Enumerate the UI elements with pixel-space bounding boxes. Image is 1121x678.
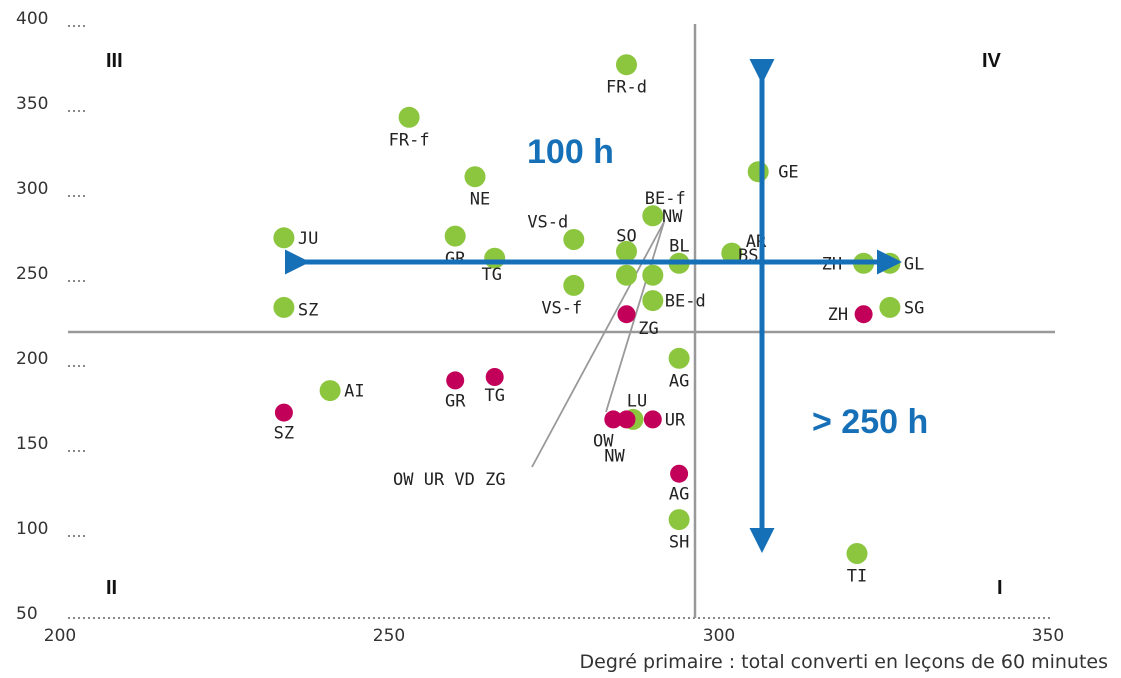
point-magenta-ur xyxy=(643,410,662,429)
point-label-be-f: BE-f xyxy=(645,189,686,209)
point-label-ge: GE xyxy=(778,163,798,183)
point-label-ne: NE xyxy=(470,190,490,210)
y-tick-label: 100 xyxy=(16,519,48,539)
point-label-nw-upper: NW xyxy=(662,207,683,227)
x-axis: 200 250 300 350 xyxy=(44,626,1064,646)
point-label-sh: SH xyxy=(669,533,689,553)
x-tick-label: 200 xyxy=(44,626,76,646)
point-label-sg: SG xyxy=(904,298,924,318)
point-label-ow: OW xyxy=(593,431,614,451)
point-green-ge xyxy=(747,161,769,183)
leader-line xyxy=(531,221,665,468)
point-label-ti: TI xyxy=(847,567,867,587)
quadrant-label-ii: II xyxy=(106,577,117,599)
y-tick-label: 300 xyxy=(16,179,48,199)
y-tick-label: 200 xyxy=(16,349,48,369)
y-axis: 400 350 300 250 200 150 100 50 xyxy=(16,9,88,624)
point-green-vs-d xyxy=(563,229,585,250)
point-green-sh xyxy=(668,509,690,531)
point-label-be-d: BE-d xyxy=(665,292,706,312)
point-label-ai: AI xyxy=(344,382,364,402)
point-green-vs-f xyxy=(563,274,585,296)
point-label-bl: BL xyxy=(669,236,689,256)
point-label-ag: AG xyxy=(669,485,689,505)
point-label-sz: SZ xyxy=(274,424,294,444)
point-label-fr-f: FR-f xyxy=(389,130,430,150)
point-label-so: SO xyxy=(616,226,636,246)
point-green-ti xyxy=(846,543,868,564)
point-label-nw: NW xyxy=(604,446,625,466)
callout-100h: 100 h xyxy=(527,133,614,171)
point-magenta-nw xyxy=(617,410,636,429)
point-label-ag: AG xyxy=(669,371,689,391)
x-tick-label: 250 xyxy=(373,626,405,646)
point-label-zh: ZH xyxy=(828,305,848,325)
point-magenta-sz xyxy=(274,403,293,422)
point-label-gr: GR xyxy=(445,391,466,411)
point-magenta-ow xyxy=(604,410,623,429)
point-green-sg xyxy=(879,296,901,318)
quadrant-label-iii: III xyxy=(106,50,123,72)
y-tick-label: 400 xyxy=(16,9,48,29)
point-label-tg: TG xyxy=(484,386,504,406)
point-green-fr-f xyxy=(398,106,420,128)
point-green-fr-d xyxy=(616,54,637,76)
y-tick-label: 50 xyxy=(16,604,38,624)
x-tick-label: 300 xyxy=(703,626,735,646)
point-label-vs-f: VS-f xyxy=(541,298,582,318)
point-green-be-d xyxy=(642,290,664,312)
point-green-unlabeled xyxy=(616,264,637,286)
x-tick-label: 350 xyxy=(1032,626,1064,646)
x-axis-title: Degré primaire : total converti en leçon… xyxy=(580,651,1108,673)
point-label-ju: JU xyxy=(298,229,318,249)
point-label-fr-d: FR-d xyxy=(606,78,647,98)
point-green-unlabeled xyxy=(642,264,664,286)
point-label-tg: TG xyxy=(481,265,501,285)
point-green-ne xyxy=(464,166,486,188)
point-label-gl: GL xyxy=(904,254,924,274)
y-tick-label: 150 xyxy=(16,434,48,454)
point-green-ai xyxy=(319,380,341,402)
points-layer xyxy=(273,54,901,564)
point-label-zg: ZG xyxy=(638,319,658,339)
point-magenta-gr xyxy=(446,371,465,390)
point-magenta-ag xyxy=(670,464,689,483)
cluster-label-ow-ur-vd-zg: OW UR VD ZG xyxy=(393,470,506,490)
point-magenta-zh xyxy=(854,305,873,324)
point-label-gr: GR xyxy=(445,249,466,269)
point-label-ur: UR xyxy=(665,410,686,430)
y-tick-label: 350 xyxy=(16,94,48,114)
point-green-be-f xyxy=(642,205,664,227)
point-label-vs-d: VS-d xyxy=(527,213,568,233)
y-tick-label: 250 xyxy=(16,264,48,284)
callout-250h: > 250 h xyxy=(812,403,928,441)
point-green-ag xyxy=(668,347,690,369)
point-magenta-tg xyxy=(485,368,504,386)
quadrant-label-iv: IV xyxy=(982,50,1002,72)
point-label-lu: LU xyxy=(627,391,647,411)
point-green-sz xyxy=(273,296,295,318)
point-green-ju xyxy=(273,227,295,249)
quadrant-label-i: I xyxy=(997,577,1003,599)
point-green-gr xyxy=(444,225,466,247)
point-magenta-zg xyxy=(617,305,636,324)
point-label-sz: SZ xyxy=(298,300,318,320)
